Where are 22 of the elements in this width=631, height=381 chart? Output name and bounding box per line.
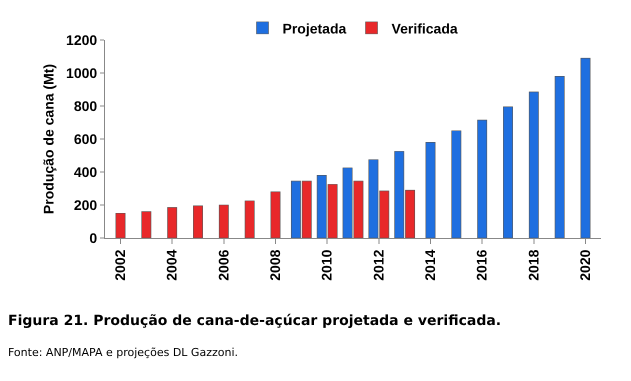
x-tick-label: 2004 — [164, 249, 180, 281]
y-tick-label: 1200 — [66, 32, 98, 48]
source-note: Fonte: ANP/MAPA e projeções DL Gazzoni. — [8, 346, 238, 359]
legend-label: Projetada — [282, 20, 347, 36]
x-tick-label: 2006 — [215, 249, 232, 281]
y-axis-title: Produção de cana (Mt) — [40, 64, 57, 214]
x-tick-label: 2016 — [474, 249, 490, 281]
y-tick-label: 400 — [74, 164, 98, 180]
x-tick-label: 2014 — [422, 249, 438, 281]
text: Figura 21. Produção de cana-de-açúcar projetada e verificada. — [8, 313, 502, 329]
y-tick-label: 800 — [74, 98, 98, 114]
x-tick-label: 2012 — [370, 249, 386, 281]
x-tick-label: 2010 — [318, 249, 335, 281]
y-tick-label: 200 — [74, 196, 98, 213]
x-tick-label: 2020 — [577, 249, 594, 281]
x-tick-label: 2008 — [267, 249, 284, 281]
y-tick-label: 0 — [89, 230, 98, 246]
y-tick-label: 600 — [74, 130, 98, 147]
x-tick-label: 2018 — [525, 249, 542, 281]
x-tick-label: 2002 — [112, 249, 128, 281]
y-tick-label: 1000 — [66, 64, 98, 81]
legend-label: Verificada — [392, 20, 458, 36]
